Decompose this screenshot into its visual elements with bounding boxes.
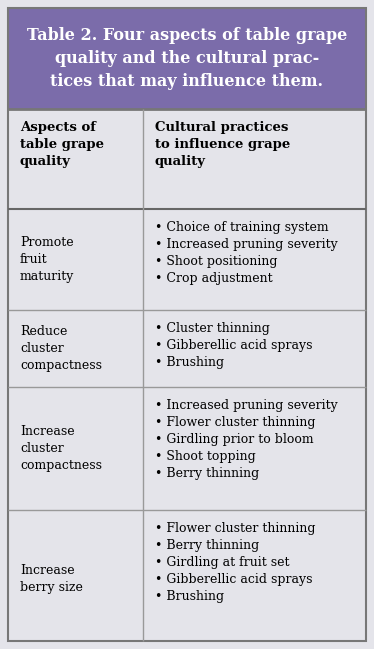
Text: Increase
cluster
compactness: Increase cluster compactness bbox=[20, 425, 102, 472]
Bar bbox=[8, 109, 366, 641]
Bar bbox=[8, 8, 366, 109]
Text: • Cluster thinning
• Gibberellic acid sprays
• Brushing: • Cluster thinning • Gibberellic acid sp… bbox=[155, 322, 313, 369]
Text: Aspects of
table grape
quality: Aspects of table grape quality bbox=[20, 121, 104, 168]
Text: Promote
fruit
maturity: Promote fruit maturity bbox=[20, 236, 74, 283]
Text: Table 2. Four aspects of table grape
quality and the cultural prac-
tices that m: Table 2. Four aspects of table grape qua… bbox=[27, 27, 347, 90]
Text: • Flower cluster thinning
• Berry thinning
• Girdling at fruit set
• Gibberellic: • Flower cluster thinning • Berry thinni… bbox=[155, 522, 316, 603]
Text: • Increased pruning severity
• Flower cluster thinning
• Girdling prior to bloom: • Increased pruning severity • Flower cl… bbox=[155, 399, 338, 480]
Text: Reduce
cluster
compactness: Reduce cluster compactness bbox=[20, 325, 102, 372]
Text: Cultural practices
to influence grape
quality: Cultural practices to influence grape qu… bbox=[155, 121, 290, 168]
Text: Increase
berry size: Increase berry size bbox=[20, 565, 83, 594]
Text: • Choice of training system
• Increased pruning severity
• Shoot positioning
• C: • Choice of training system • Increased … bbox=[155, 221, 338, 285]
